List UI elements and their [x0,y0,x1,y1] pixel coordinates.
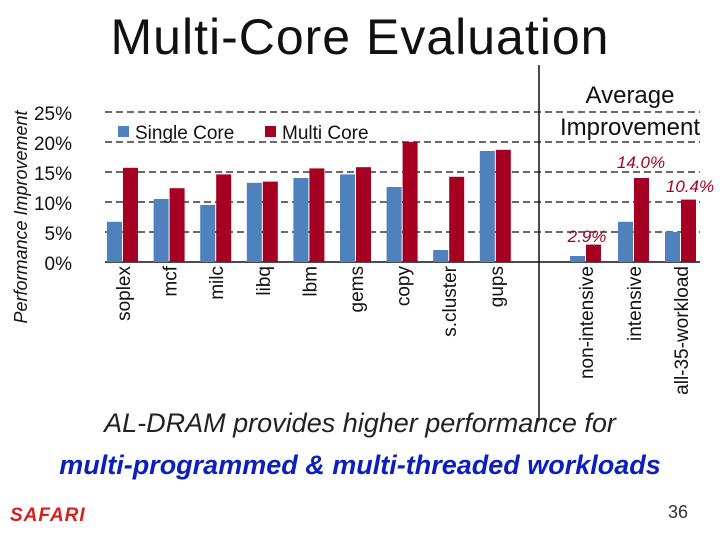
bar-multi-gups [495,149,511,262]
bar-single-gups [479,151,495,262]
bar-single-intensive [618,221,633,262]
bar-single-mcf [153,199,169,262]
bar-single-non-intensive [570,256,585,262]
x-tick-label: gups [487,266,508,307]
bar-single-s.cluster [433,250,449,262]
x-tick-label: lbm [300,266,321,297]
y-tick-label: 10% [34,194,72,215]
subtitle-line-1: AL-DRAM provides higher performance for [104,408,616,438]
legend-label-multi: Multi Core [282,123,369,144]
x-tick-label: s.cluster [440,265,461,336]
bar-multi-copy [402,142,418,262]
bar-multi-soplex [123,167,138,262]
page-number: 36 [668,502,689,522]
x-tick-label: all-35-workload [672,266,693,395]
bar-multi-libq [262,181,278,262]
bar-single-milc [200,205,216,262]
bar-single-gems [340,174,355,262]
chart-canvas: 0% 5% 10% 15% 20% 25% Single Core Multi Core sop… [34,65,714,420]
x-tick-label: gems [347,266,368,312]
x-tick-label: milc [207,266,228,300]
bar-single-lbm [293,178,309,262]
data-label: 14.0% [617,153,665,172]
bar-single-all-35-workload [665,232,680,262]
x-tick-label: non-intensive [577,266,598,379]
safari-logo: SAFARI [10,505,86,526]
x-tick-label: libq [254,266,275,296]
y-tick-label: 5% [45,224,73,245]
subtitle-line-2: multi-programmed & multi-threaded worklo… [59,450,661,480]
bar-multi-gems [356,167,371,262]
bar-multi-lbm [309,168,325,262]
bar-single-copy [386,187,402,262]
legend-swatch-single [118,126,129,137]
data-label: 10.4% [666,177,714,196]
data-label: 2.9% [567,227,607,246]
legend-label-single: Single Core [135,123,234,144]
y-tick-label: 25% [34,104,72,125]
bar-multi-milc [216,174,232,262]
x-tick-label: intensive [625,266,646,341]
average-panel-title: Average Improvement [559,82,701,141]
x-tick-label: mcf [161,265,182,296]
x-tick-label: soplex [114,266,135,321]
y-tick-label: 15% [34,164,72,185]
bar-multi-s.cluster [449,176,465,262]
bar-multi-intensive [634,178,649,262]
bar-multi-mcf [169,188,185,262]
legend-swatch-multi [265,126,276,137]
y-tick-label: 0% [45,254,73,275]
bar-multi-non-intensive [586,244,601,262]
x-tick-label: copy [394,266,415,307]
bar-single-soplex [107,221,122,262]
slide-title: Multi-Core Evaluation [110,9,610,65]
bar-single-libq [246,182,262,262]
y-tick-label: 20% [34,134,72,155]
bar-multi-all-35-workload [681,199,696,262]
